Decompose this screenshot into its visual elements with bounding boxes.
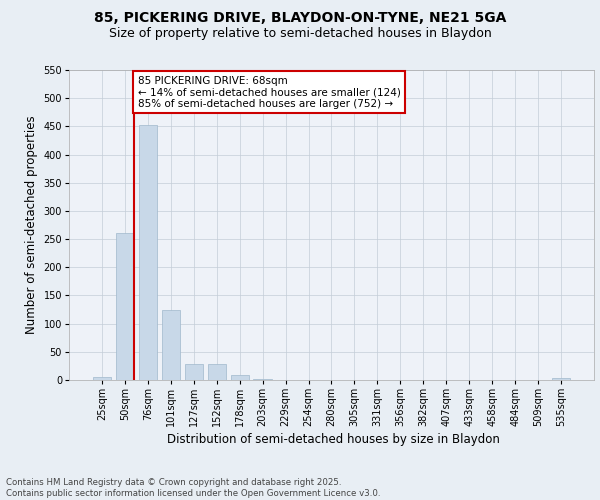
- Text: 85 PICKERING DRIVE: 68sqm
← 14% of semi-detached houses are smaller (124)
85% of: 85 PICKERING DRIVE: 68sqm ← 14% of semi-…: [137, 76, 400, 109]
- Text: Contains HM Land Registry data © Crown copyright and database right 2025.
Contai: Contains HM Land Registry data © Crown c…: [6, 478, 380, 498]
- Bar: [208, 364, 226, 380]
- Text: Distribution of semi-detached houses by size in Blaydon: Distribution of semi-detached houses by …: [167, 432, 499, 446]
- Y-axis label: Number of semi-detached properties: Number of semi-detached properties: [25, 116, 38, 334]
- Bar: [552, 378, 570, 380]
- Bar: [139, 125, 157, 380]
- Bar: [93, 377, 111, 380]
- Bar: [185, 364, 203, 380]
- Text: Size of property relative to semi-detached houses in Blaydon: Size of property relative to semi-detach…: [109, 28, 491, 40]
- Bar: [230, 375, 249, 380]
- Text: 85, PICKERING DRIVE, BLAYDON-ON-TYNE, NE21 5GA: 85, PICKERING DRIVE, BLAYDON-ON-TYNE, NE…: [94, 11, 506, 25]
- Bar: [162, 310, 180, 380]
- Bar: [116, 234, 134, 380]
